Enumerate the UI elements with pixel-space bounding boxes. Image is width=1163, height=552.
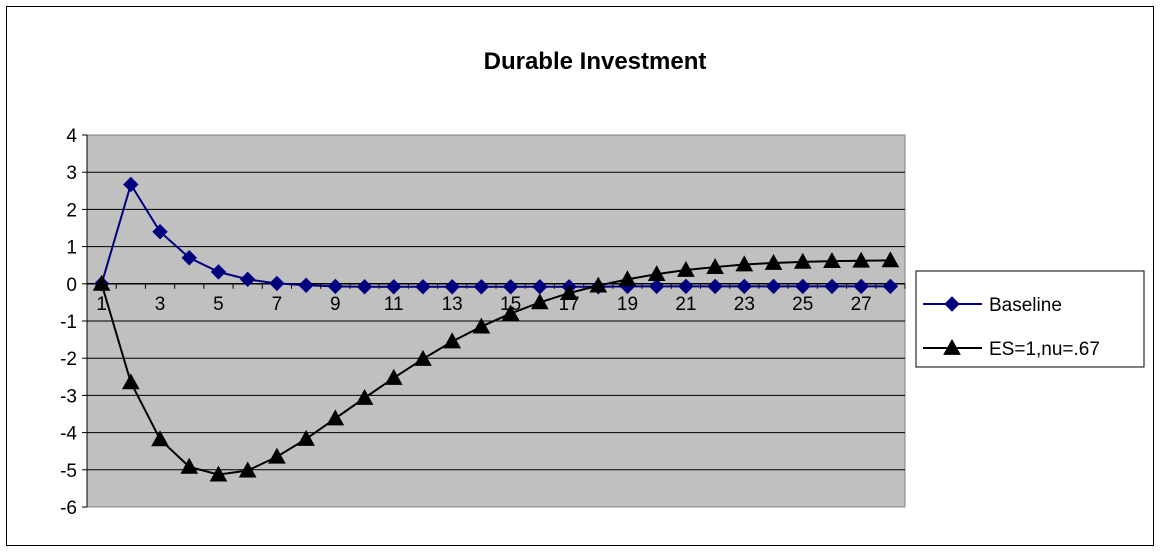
data-point-diamond (502, 279, 519, 295)
y-tick-label: 1 (66, 238, 77, 259)
data-point-triangle (793, 252, 812, 269)
data-point-triangle (180, 457, 199, 474)
data-point-triangle (735, 255, 754, 272)
y-tick-label: -5 (60, 461, 77, 482)
data-point-triangle (472, 317, 491, 334)
data-point-triangle (238, 461, 257, 478)
y-tick-label: 3 (66, 163, 77, 184)
legend-marker (943, 338, 961, 355)
data-point-diamond (181, 250, 197, 266)
data-point-triangle (852, 251, 871, 268)
data-point-triangle (121, 373, 140, 390)
data-point-triangle (151, 430, 169, 447)
data-point-diamond (356, 279, 373, 295)
data-point-diamond (239, 271, 256, 288)
data-point-diamond (648, 278, 665, 295)
data-point-triangle (677, 261, 695, 277)
series-line (100, 259, 891, 476)
x-tick-label: 7 (272, 294, 283, 315)
data-point-diamond (415, 279, 431, 295)
x-tick-label: 21 (675, 294, 696, 315)
y-tick-label: 0 (66, 275, 77, 296)
data-point-triangle (647, 265, 666, 282)
data-point-diamond (678, 278, 694, 295)
chart-title: Durable Investment (484, 48, 707, 75)
data-point-diamond (765, 278, 782, 295)
legend-items: Baseline ES=1,nu=.67 (923, 295, 1100, 360)
x-tick-label: 19 (617, 294, 638, 315)
series-diamond (93, 176, 899, 295)
y-tick-label: -6 (60, 498, 77, 519)
y-tick-label: -3 (60, 386, 77, 407)
series-triangle (92, 251, 900, 482)
y-axis-ticks: 4 3 2 1 0 -1 -2 -3 -4 -5 -6 (60, 126, 87, 519)
x-tick-label: 25 (792, 294, 813, 315)
legend-label: Baseline (989, 295, 1062, 316)
data-point-triangle (530, 293, 549, 310)
data-point-diamond (882, 278, 899, 295)
legend: Baseline ES=1,nu=.67 (915, 270, 1145, 368)
x-tick-label: 1 (96, 294, 107, 315)
data-point-triangle (823, 252, 841, 269)
data-point-triangle (443, 332, 462, 349)
data-point-triangle (384, 368, 403, 385)
x-tick-label: 11 (384, 294, 404, 315)
data-point-diamond (298, 277, 314, 293)
x-axis-tick-labels: 1 3 5 7 9 11 13 15 17 19 21 23 25 27 (96, 294, 871, 315)
data-point-triangle (706, 258, 724, 274)
data-point-diamond (152, 224, 168, 240)
data-point-diamond (444, 279, 460, 295)
y-tick-label: -4 (60, 424, 77, 445)
data-point-triangle (326, 409, 345, 426)
x-tick-label: 23 (734, 294, 755, 315)
data-point-triangle (355, 388, 374, 405)
data-point-diamond (123, 176, 139, 193)
grid-lines (87, 171, 905, 471)
x-tick-label: 5 (213, 294, 224, 315)
data-point-diamond (795, 278, 811, 295)
x-tick-label: 17 (558, 294, 579, 315)
y-tick-label: -1 (60, 312, 77, 333)
series-layer (92, 176, 900, 482)
legend-label: ES=1,nu=.67 (989, 339, 1100, 360)
data-point-triangle (589, 276, 608, 293)
x-tick-label: 15 (500, 294, 521, 315)
data-point-diamond (269, 275, 285, 292)
y-tick-label: -2 (60, 349, 77, 370)
data-point-triangle (209, 465, 228, 482)
data-point-triangle (297, 429, 315, 446)
data-point-triangle (618, 270, 637, 287)
data-point-diamond (824, 278, 840, 295)
data-point-triangle (764, 253, 783, 270)
data-point-triangle (92, 274, 111, 291)
x-tick-label: 3 (155, 294, 166, 315)
data-point-triangle (501, 304, 520, 321)
x-tick-label: 9 (330, 294, 341, 315)
data-point-diamond (327, 278, 344, 295)
series-line (100, 182, 891, 288)
legend-marker (944, 296, 960, 312)
data-point-triangle (881, 251, 900, 268)
data-point-diamond (386, 279, 402, 295)
x-tick-label: 27 (851, 294, 872, 315)
data-point-diamond (473, 279, 490, 295)
data-point-diamond (210, 264, 227, 280)
data-point-triangle (268, 447, 286, 464)
data-point-diamond (707, 278, 723, 295)
y-tick-label: 4 (66, 126, 77, 147)
data-point-triangle (414, 349, 432, 366)
y-tick-label: 2 (66, 200, 77, 221)
data-point-diamond (853, 278, 869, 295)
data-point-triangle (560, 284, 578, 300)
x-tick-label: 13 (442, 294, 463, 315)
data-point-diamond (736, 278, 753, 295)
